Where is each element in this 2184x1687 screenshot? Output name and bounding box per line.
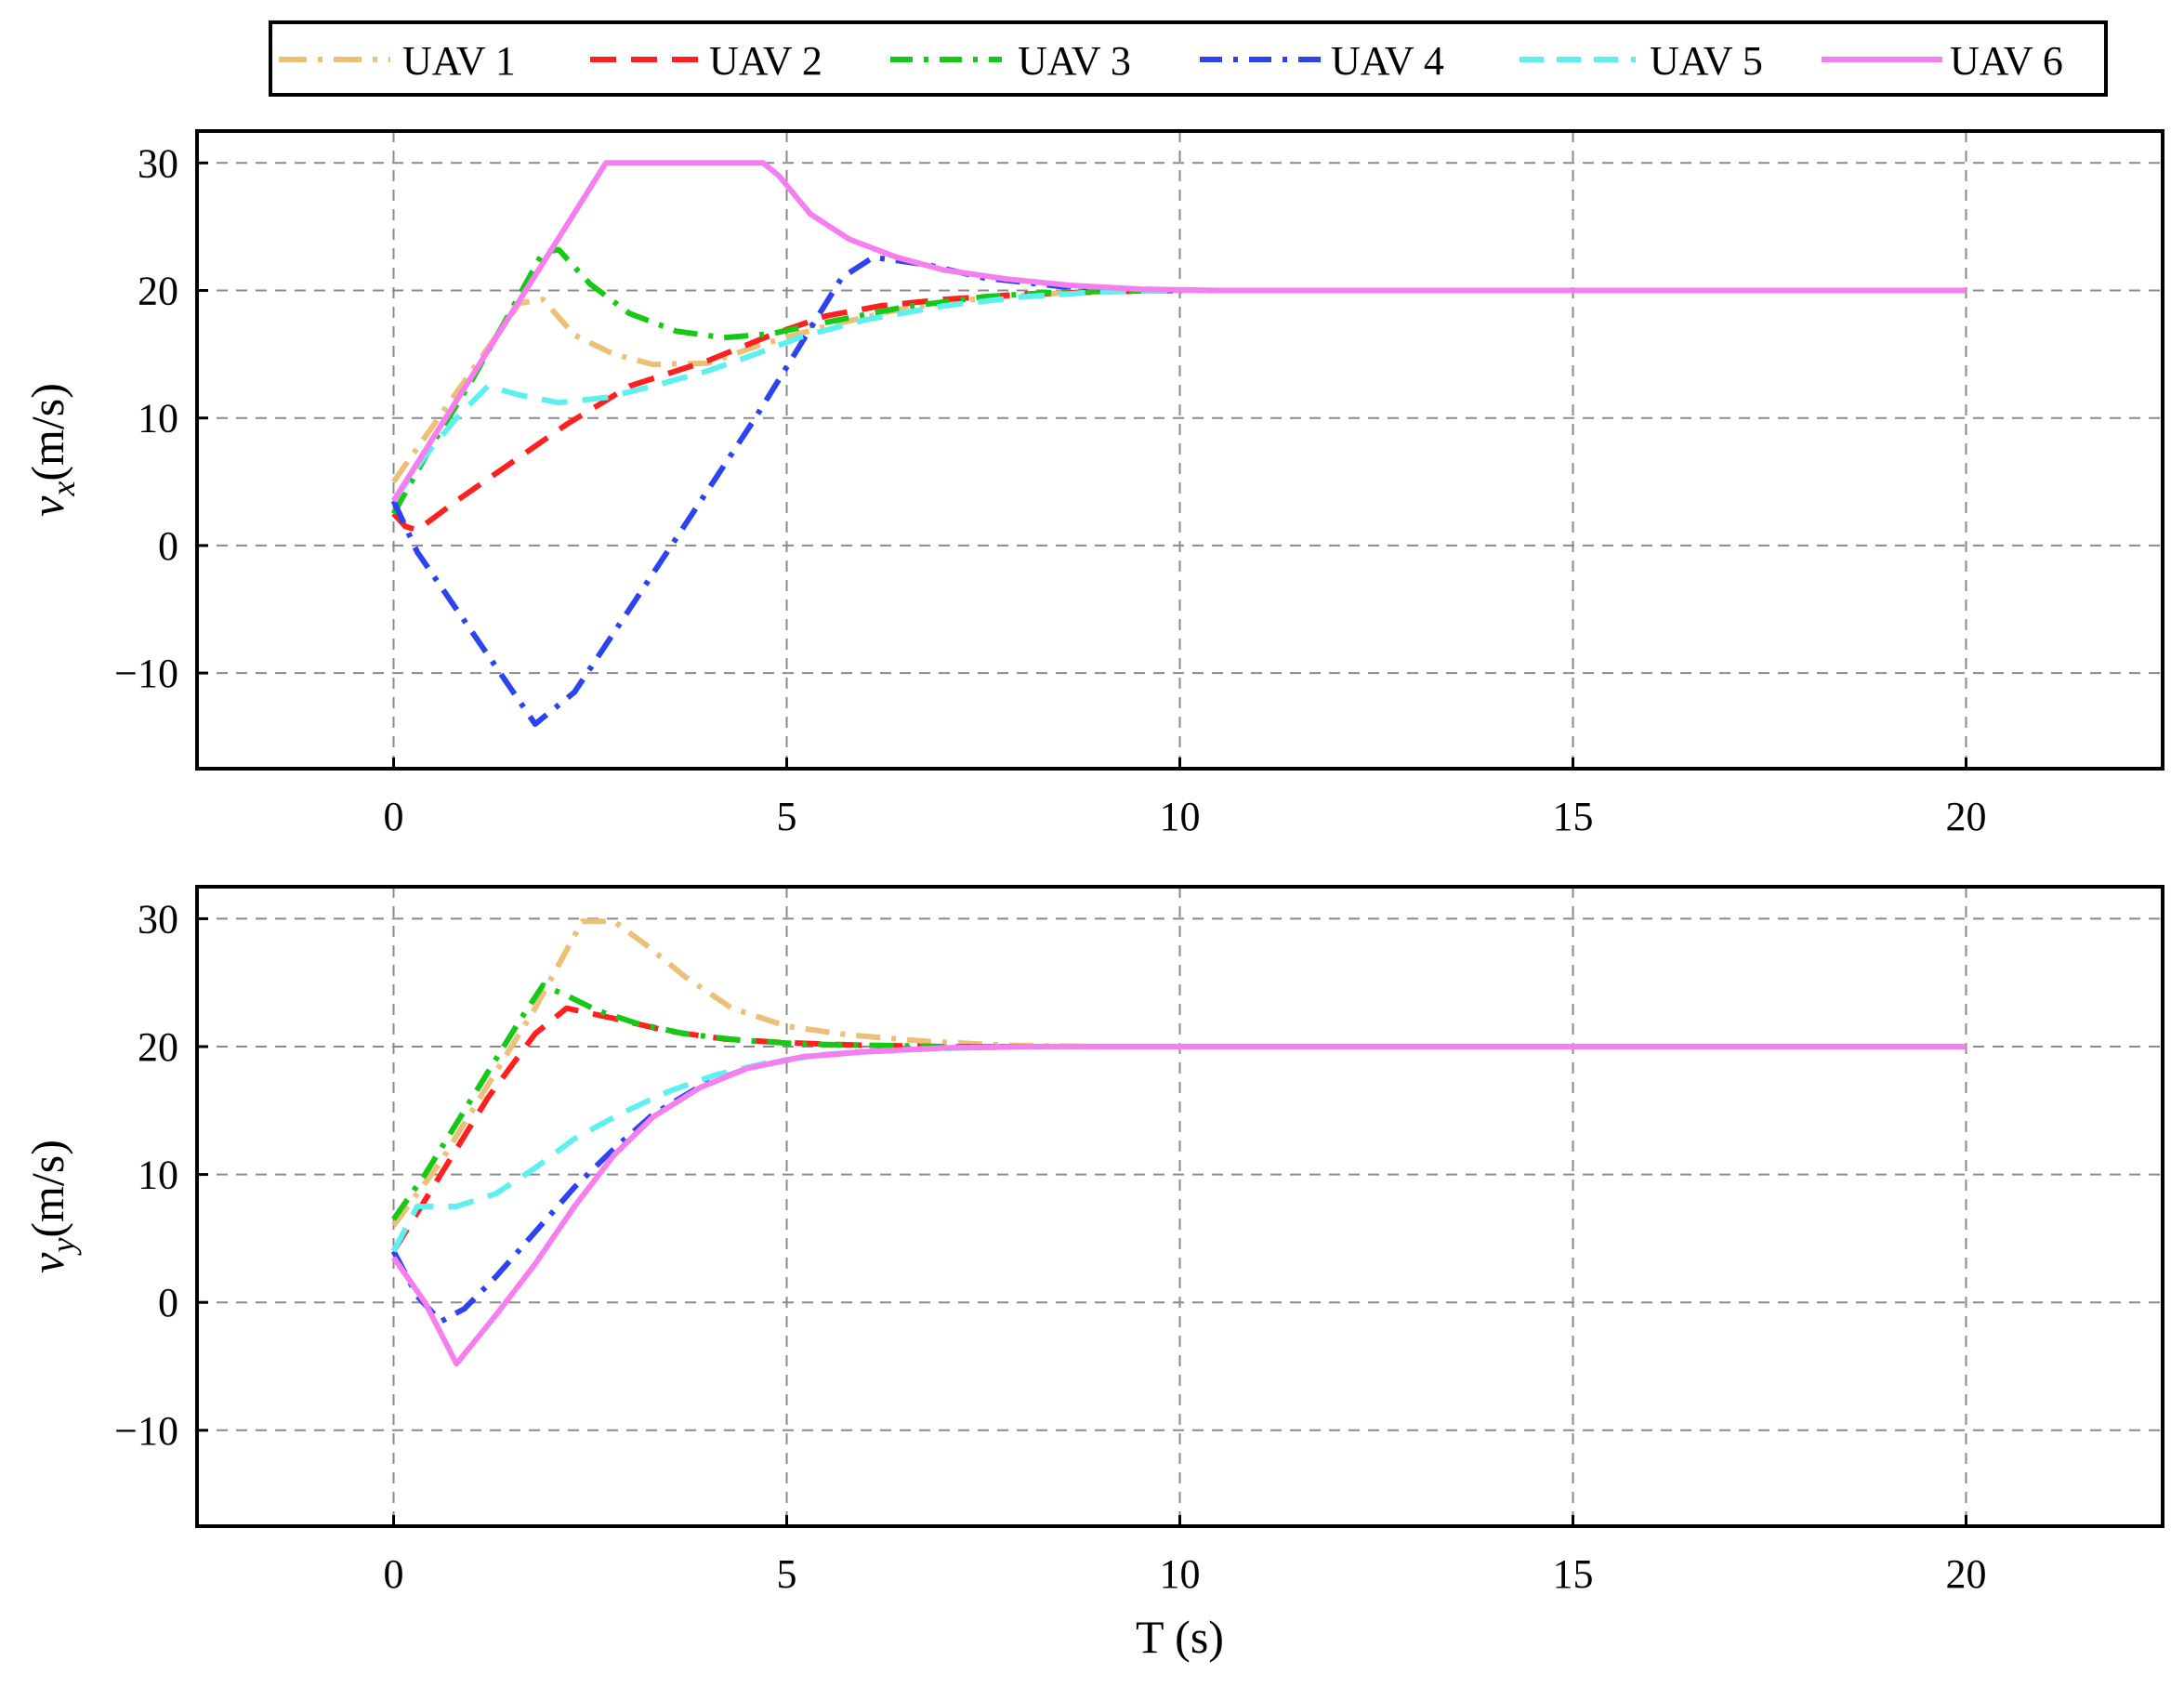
y-tick-label: 30 [138,140,178,186]
series-line-uav-5 [390,1044,1967,1253]
y-tick-label: 0 [158,523,178,569]
x-tick-label: 15 [1553,1551,1594,1597]
y-tick-label: 20 [138,1024,178,1070]
legend-box [269,20,2108,97]
x-axis-label: T (s) [1136,1611,1224,1663]
legend-label-uav-1: UAV 1 [402,38,516,84]
legend: UAV 1 UAV 2 UAV 3 UAV 4 UAV 5 UAV 6 [269,20,2108,97]
vx-panel: 0 5 10 15 20 30 20 10 0 −10 vx(m/s) [21,129,2164,839]
y-tick-label: 0 [158,1280,178,1325]
series-group [390,160,1967,727]
y-axis-label: vx(m/s) [21,383,82,517]
y-tick-label: 10 [138,1153,178,1198]
y-tick-label: 10 [138,396,178,442]
x-tick-label: 5 [777,794,797,839]
legend-label-uav-5: UAV 5 [1650,38,1763,84]
x-tick-label: 0 [384,794,404,839]
series-line-uav-6 [390,160,1967,503]
y-tick-label: −10 [114,1408,178,1454]
series-line-uav-1 [391,918,1967,1228]
x-tick-label: 20 [1946,794,1987,839]
series-line-uav-4 [390,254,1967,727]
series-group [390,918,1967,1367]
x-tick-label: 10 [1160,1551,1201,1597]
x-tick-label: 0 [384,1551,404,1597]
legend-label-uav-3: UAV 3 [1018,38,1131,84]
x-tick-label: 10 [1160,794,1201,839]
x-tick-label: 5 [777,1551,797,1597]
series-line-uav-6 [391,1044,1967,1367]
legend-label-uav-4: UAV 4 [1331,38,1444,84]
y-tick-label: −10 [114,651,178,696]
legend-label-uav-2: UAV 2 [709,38,822,84]
x-tick-label: 15 [1553,794,1594,839]
y-tick-label: 20 [138,269,178,314]
y-axis-label: vy(m/s) [21,1140,82,1273]
series-line-uav-5 [391,287,1967,503]
x-tick-label: 20 [1946,1551,1987,1597]
legend-label-uav-6: UAV 6 [1950,38,2063,84]
vy-panel: 0 5 10 15 20 30 20 10 0 −10 vy(m/s) T (s) [21,885,2164,1663]
y-tick-label: 30 [138,896,178,942]
